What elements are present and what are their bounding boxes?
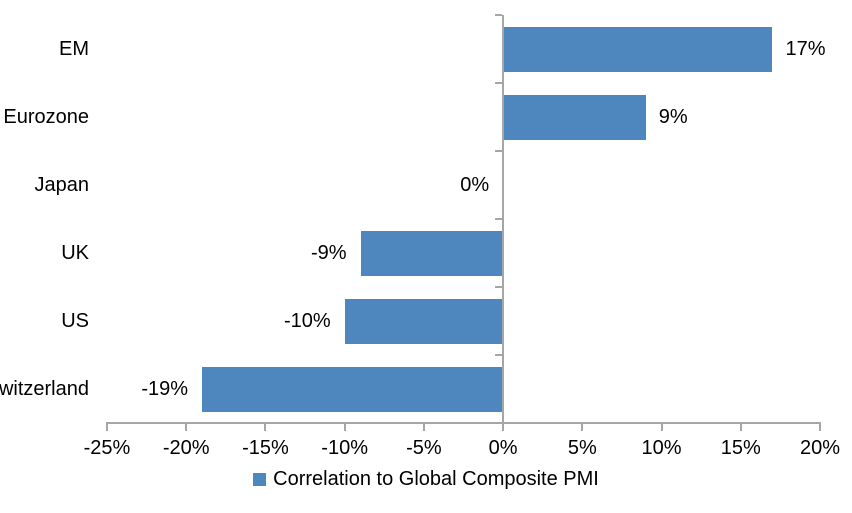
category-tick (495, 218, 503, 220)
x-tick--25% (106, 424, 108, 431)
category-tick (495, 150, 503, 152)
x-tick-label-10%: 10% (641, 437, 682, 459)
value-label-uk: -9% (310, 241, 347, 264)
x-tick--5% (422, 424, 425, 431)
x-tick-label-0%: 0% (488, 437, 518, 459)
value-label-eurozone: 9% (658, 105, 688, 128)
x-tick-label--10%: -10% (321, 437, 368, 459)
category-label-japan: Japan (34, 173, 90, 196)
x-tick-10% (660, 424, 663, 431)
category-label-eurozone: Eurozone (3, 105, 89, 128)
x-axis-line (106, 422, 821, 424)
x-tick-label--15%: -15% (242, 437, 289, 459)
category-label-us: US (61, 309, 89, 332)
x-tick--15% (264, 424, 267, 431)
bar-eurozone (503, 94, 646, 140)
x-tick--20% (185, 424, 188, 431)
legend-label: Correlation to Global Composite PMI (273, 468, 599, 490)
x-tick-label-20%: 20% (799, 437, 841, 459)
x-tick-label-15%: 15% (720, 437, 761, 459)
bar-em (503, 26, 773, 72)
category-tick (495, 82, 503, 84)
x-tick-label-5%: 5% (567, 437, 597, 459)
zero-axis-line (502, 15, 505, 431)
x-tick-5% (581, 424, 584, 431)
x-tick-15% (739, 424, 742, 431)
legend: Correlation to Global Composite PMI (0, 468, 852, 491)
category-tick (495, 354, 503, 356)
x-tick-0% (502, 424, 505, 431)
x-tick-20% (819, 424, 821, 431)
legend-swatch (253, 473, 267, 486)
category-label-em: EM (59, 37, 89, 60)
category-label-uk: UK (61, 241, 89, 264)
x-tick-label--25%: -25% (83, 437, 131, 459)
category-tick (495, 14, 503, 16)
bar-us (344, 298, 504, 344)
category-tick (495, 286, 503, 288)
x-tick--10% (343, 424, 346, 431)
value-label-em: 17% (785, 37, 826, 60)
bar-switzerland (202, 366, 504, 412)
value-label-switzerland: -19% (141, 377, 189, 400)
value-label-us: -10% (283, 309, 331, 332)
x-tick-label--20%: -20% (162, 437, 210, 459)
bar-uk (360, 230, 504, 276)
x-tick-label--5%: -5% (406, 437, 442, 459)
value-label-japan: 0% (460, 173, 490, 196)
